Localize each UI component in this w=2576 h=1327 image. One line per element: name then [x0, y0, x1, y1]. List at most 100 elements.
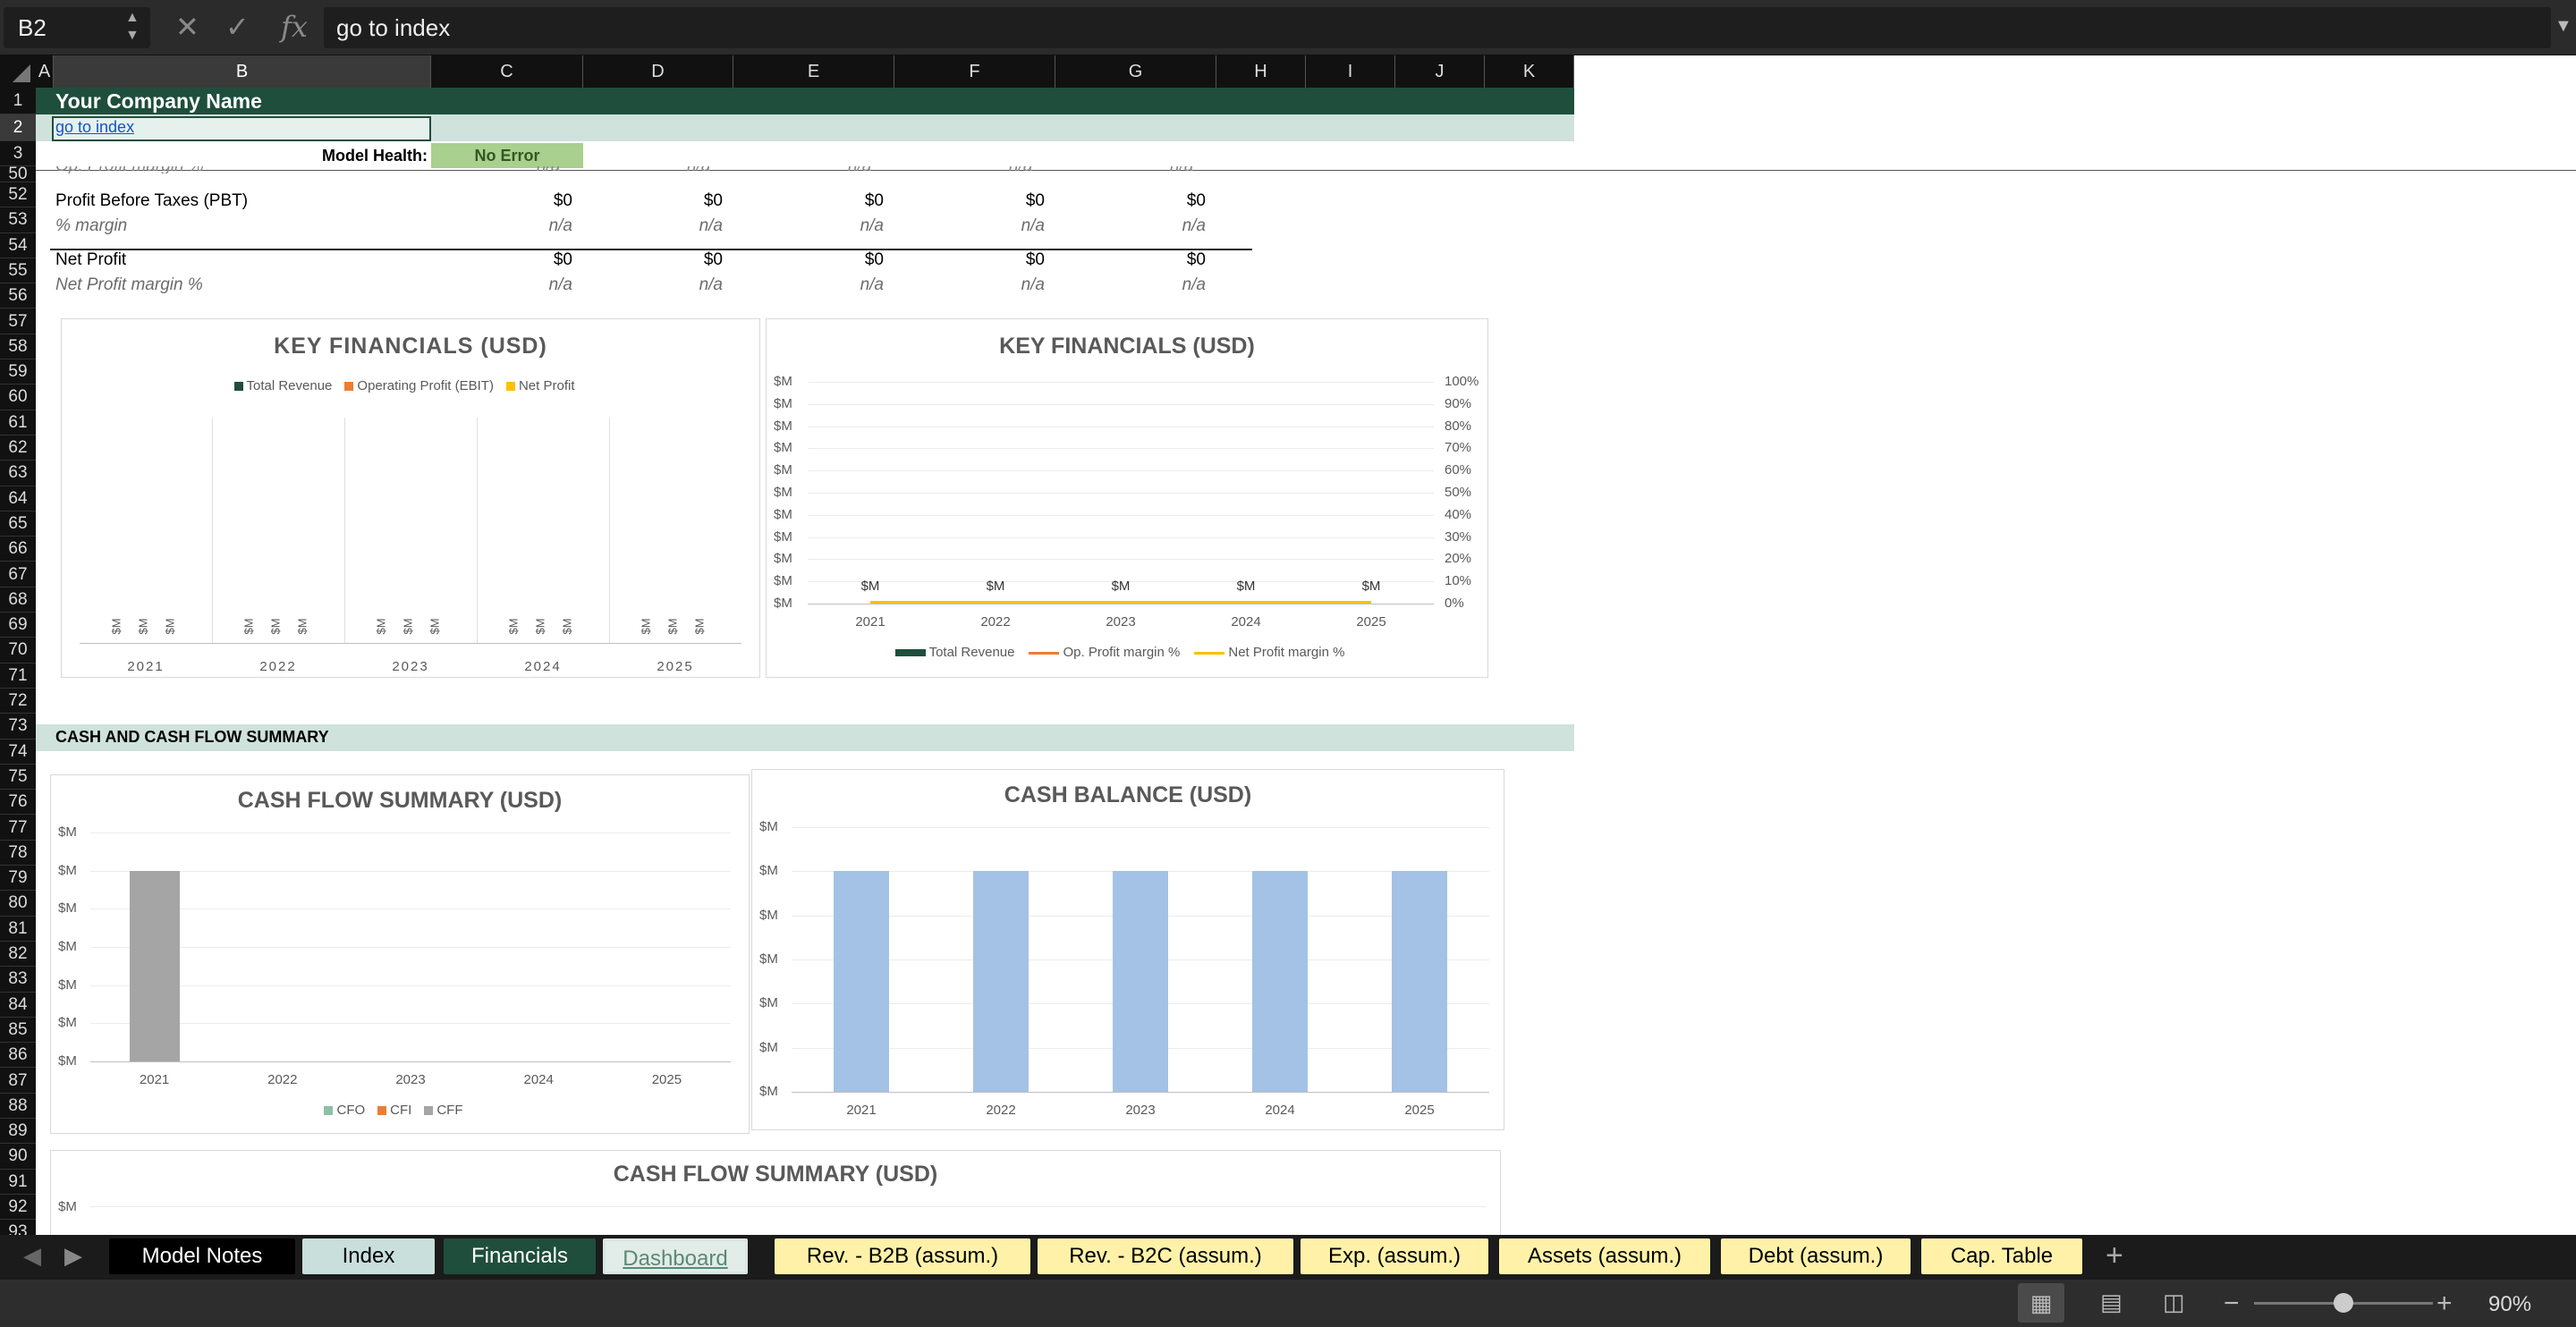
row-header-58[interactable]: 58	[0, 334, 36, 360]
row-header-89[interactable]: 89	[0, 1119, 36, 1145]
y-tick-label: $M	[774, 374, 792, 389]
row-header-92[interactable]: 92	[0, 1195, 36, 1221]
net-profit-margin-line	[870, 601, 1371, 604]
row-header-68[interactable]: 68	[0, 587, 36, 613]
row-header-59[interactable]: 59	[0, 359, 36, 385]
row-header-54[interactable]: 54	[0, 233, 36, 258]
cash-balance-bar	[1252, 871, 1308, 1092]
row-header-77[interactable]: 77	[0, 816, 36, 841]
sheet-tab-dashboard[interactable]: Dashboard	[603, 1238, 748, 1274]
column-header-c[interactable]: C	[431, 55, 583, 88]
row-header-1[interactable]: 1	[0, 88, 36, 114]
zoom-out-button[interactable]: −	[2224, 1289, 2240, 1318]
row-header-73[interactable]: 73	[0, 714, 36, 740]
scroll-right-icon[interactable]: ▶	[64, 1242, 82, 1269]
row-header-50[interactable]: 50	[0, 165, 36, 182]
column-header-g[interactable]: G	[1055, 55, 1216, 88]
page-break-icon[interactable]: ◫	[2163, 1289, 2185, 1315]
row-header-76[interactable]: 76	[0, 790, 36, 816]
sheet-tab-rev-b2c-assum[interactable]: Rev. - B2C (assum.)	[1038, 1238, 1293, 1274]
sheet-tab-assets-assum[interactable]: Assets (assum.)	[1499, 1238, 1710, 1274]
y-tick-label: $M	[774, 485, 792, 500]
column-header-f[interactable]: F	[894, 55, 1055, 88]
cash-flow-summary-chart[interactable]: CASH FLOW SUMMARY (USD) $M $M $M $M $M $M $M 202…	[50, 774, 750, 1134]
sheet-tab-exp-assum[interactable]: Exp. (assum.)	[1301, 1238, 1488, 1274]
row-header-55[interactable]: 55	[0, 258, 36, 284]
row-header-70[interactable]: 70	[0, 638, 36, 664]
column-header-e[interactable]: E	[733, 55, 894, 88]
normal-view-icon[interactable]: ▦	[2018, 1283, 2064, 1323]
row-header-66[interactable]: 66	[0, 537, 36, 562]
row-header-53[interactable]: 53	[0, 207, 36, 233]
row-header-82[interactable]: 82	[0, 942, 36, 968]
cash-flow-summary-chart-2[interactable]: CASH FLOW SUMMARY (USD) $M	[50, 1150, 1501, 1235]
zoom-slider-knob[interactable]	[2334, 1293, 2353, 1313]
row-header-84[interactable]: 84	[0, 993, 36, 1018]
worksheet-grid[interactable]: Your Company Name go to index Model Heal…	[36, 88, 2576, 1235]
partial-row-value: n/a	[537, 166, 560, 173]
column-header-a[interactable]: A	[36, 55, 54, 88]
row-header-71[interactable]: 71	[0, 664, 36, 689]
formula-input[interactable]: go to index	[324, 7, 2551, 48]
sheet-tab-cap-table[interactable]: Cap. Table	[1921, 1238, 2082, 1274]
row-header-80[interactable]: 80	[0, 891, 36, 917]
row-header-69[interactable]: 69	[0, 613, 36, 638]
row-header-86[interactable]: 86	[0, 1043, 36, 1069]
row-header-3[interactable]: 3	[0, 141, 36, 166]
name-box[interactable]: B2	[4, 7, 150, 48]
row-header-64[interactable]: 64	[0, 486, 36, 511]
row-header-75[interactable]: 75	[0, 765, 36, 790]
select-all-button[interactable]	[0, 55, 36, 88]
row-header-90[interactable]: 90	[0, 1144, 36, 1170]
bar-cff	[129, 870, 180, 1061]
row-header-88[interactable]: 88	[0, 1094, 36, 1120]
column-header-d[interactable]: D	[583, 55, 733, 88]
column-header-i[interactable]: I	[1306, 55, 1395, 88]
row-header-62[interactable]: 62	[0, 435, 36, 461]
model-health-label: Model Health:	[322, 147, 428, 165]
row-header-67[interactable]: 67	[0, 562, 36, 587]
row-header-85[interactable]: 85	[0, 1018, 36, 1044]
cash-balance-chart[interactable]: CASH BALANCE (USD) $M $M $M $M $M $M $M 2021 2022…	[751, 769, 1504, 1130]
go-to-index-link[interactable]: go to index	[55, 118, 135, 136]
row-header-52[interactable]: 52	[0, 182, 36, 208]
column-header-j[interactable]: J	[1395, 55, 1485, 88]
row-header-56[interactable]: 56	[0, 283, 36, 309]
zoom-slider[interactable]	[2254, 1293, 2433, 1313]
row-header-2[interactable]: 2	[0, 114, 36, 141]
row-header-74[interactable]: 74	[0, 740, 36, 765]
scroll-left-icon[interactable]: ◀	[23, 1242, 41, 1269]
column-header-k[interactable]: K	[1485, 55, 1574, 88]
row-header-72[interactable]: 72	[0, 689, 36, 714]
row-header-57[interactable]: 57	[0, 309, 36, 334]
row-header-83[interactable]: 83	[0, 967, 36, 993]
row-header-65[interactable]: 65	[0, 511, 36, 537]
fx-icon[interactable]: fx	[281, 10, 308, 44]
add-sheet-button[interactable]: +	[2106, 1238, 2123, 1272]
row-header-61[interactable]: 61	[0, 410, 36, 435]
row-header-63[interactable]: 63	[0, 461, 36, 486]
name-box-stepper-icon[interactable]: ▲ ▼	[125, 10, 140, 43]
sheet-tab-index[interactable]: Index	[302, 1238, 435, 1274]
selected-cell-b2[interactable]	[52, 116, 431, 141]
row-header-79[interactable]: 79	[0, 866, 36, 892]
key-financials-bar-chart[interactable]: KEY FINANCIALS (USD) Total Revenue Operati…	[61, 318, 760, 678]
key-financials-line-chart[interactable]: KEY FINANCIALS (USD) $M 100% $M 90% $M 80% $M 70…	[766, 318, 1488, 678]
row-header-78[interactable]: 78	[0, 841, 36, 866]
row-header-91[interactable]: 91	[0, 1170, 36, 1195]
row-header-60[interactable]: 60	[0, 385, 36, 410]
sheet-tab-rev-b2b-assum[interactable]: Rev. - B2B (assum.)	[775, 1238, 1030, 1274]
sheet-tab-model-notes[interactable]: Model Notes	[109, 1238, 295, 1274]
sheet-tab-financials[interactable]: Financials	[444, 1238, 596, 1274]
x-tick-label: 2023	[1106, 614, 1136, 630]
chevron-down-icon[interactable]: ▼	[2555, 16, 2572, 36]
close-icon[interactable]: ✕	[175, 11, 199, 43]
page-layout-icon[interactable]: ▤	[2100, 1289, 2123, 1315]
sheet-tab-debt-assum[interactable]: Debt (assum.)	[1721, 1238, 1911, 1274]
row-header-87[interactable]: 87	[0, 1069, 36, 1094]
row-header-81[interactable]: 81	[0, 917, 36, 942]
column-header-h[interactable]: H	[1216, 55, 1306, 88]
zoom-in-button[interactable]: +	[2436, 1289, 2453, 1318]
check-icon[interactable]: ✓	[225, 11, 250, 43]
column-header-b[interactable]: B	[54, 55, 431, 88]
